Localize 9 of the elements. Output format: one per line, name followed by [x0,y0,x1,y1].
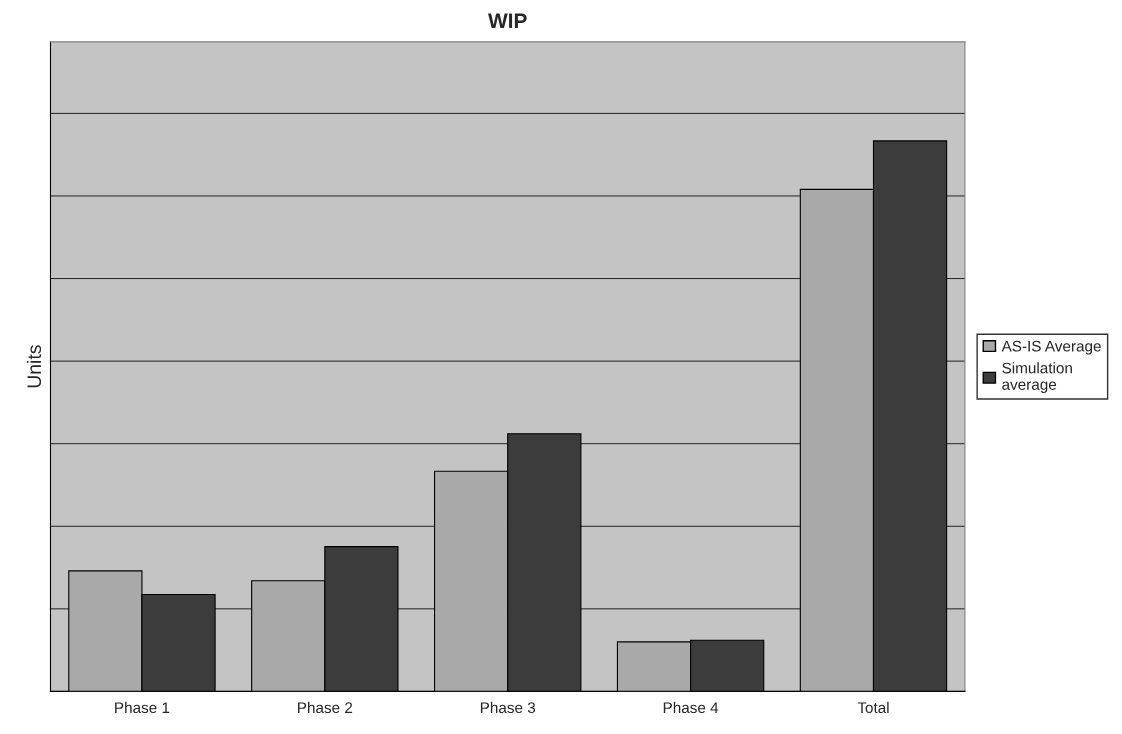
x-tick-label: Total [857,701,889,714]
x-tick-label: Phase 4 [663,701,719,714]
x-tick-label: Phase 3 [480,701,536,714]
y-axis-title: Units [26,345,42,388]
chart-title: WIP [488,13,527,28]
x-tick-label: Phase 1 [115,701,170,714]
legend-label: Simulation average [1002,362,1072,393]
legend-label: AS-IS Average [1001,340,1101,355]
x-tick-label: Phase 2 [298,701,353,714]
